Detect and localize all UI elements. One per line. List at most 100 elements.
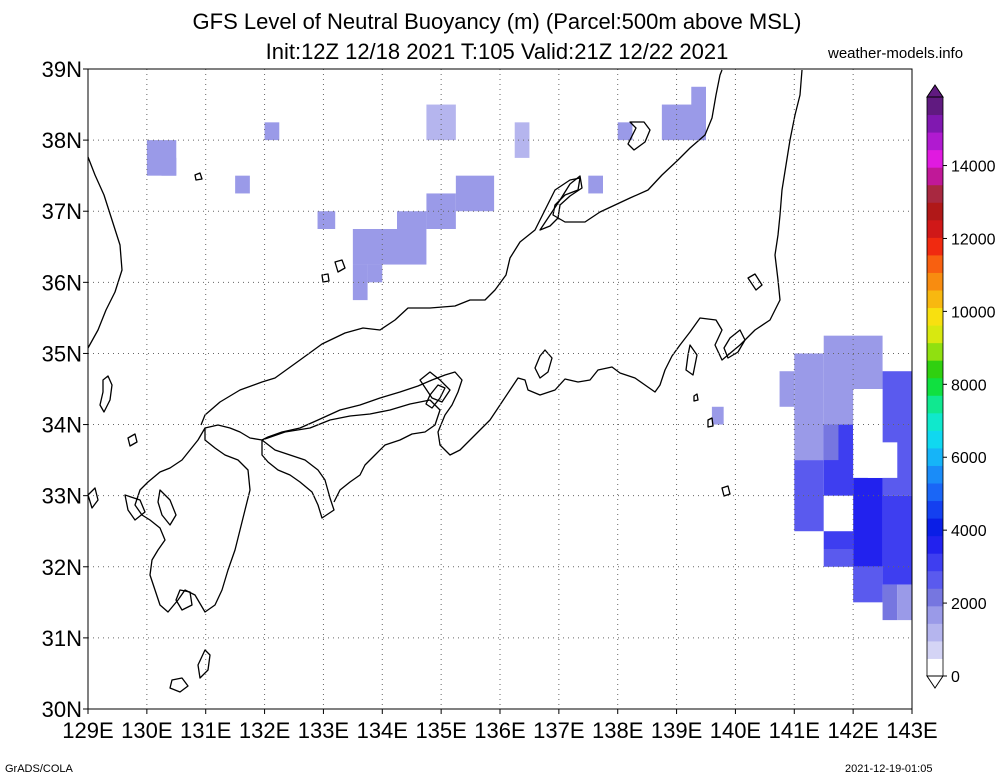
field-cell [352,264,368,301]
field-cell [794,353,824,461]
coast-boso [723,329,746,359]
lat-label: 32N [42,555,82,580]
site-label: weather-models.info [828,45,964,62]
colorbar-swatch [927,114,943,133]
colorbar-swatch [927,518,943,537]
lon-label: 136E [474,718,525,743]
field-cell [823,549,854,567]
field-cell [853,566,883,603]
field-cell [823,495,854,532]
colorbar: 0 2000 4000 6000 8000 10000 12000 14000 [926,84,996,689]
axis-labels: 129E 130E 131E 132E 133E 134E 135E 136E 137E 138E… [42,57,938,743]
colorbar-swatch [927,307,943,326]
lat-label: 38N [42,128,82,153]
coast-tsushima [99,375,113,413]
lon-label: 131E [180,718,231,743]
coast-izu1 [693,393,699,402]
colorbar-swatch [927,132,943,151]
lon-label: 141E [769,718,820,743]
colorbar-swatch [927,570,943,589]
colorbar-swatch [927,395,943,414]
field-cell [867,442,898,478]
timestamp-label: 2021-12-19-01:05 [845,763,933,775]
lon-label: 135E [415,718,466,743]
lat-label: 35N [42,341,82,366]
lon-label: 129E [62,718,113,743]
coast-honshu-east [204,69,803,456]
lat-label: 30N [42,697,82,722]
colorbar-swatch [927,97,943,116]
field-cell [853,477,883,567]
colorbar-swatch [927,500,943,519]
colorbar-swatch [927,483,943,502]
coast-amakusa [124,494,146,521]
coast-sado-small [747,273,763,291]
lon-label: 143E [886,718,937,743]
colorbar-swatch [927,588,943,607]
colorbar-top-arrow [926,84,944,98]
colorbar-swatch [927,605,943,624]
coast-ulleung [194,172,203,181]
colorbar-label: 14000 [951,159,996,176]
lat-label: 39N [42,57,82,82]
colorbar-label: 2000 [951,596,987,613]
lat-label: 37N [42,199,82,224]
colorbar-swatch [927,167,943,186]
field-cell [264,122,280,141]
colorbar-label: 4000 [951,523,987,540]
colorbar-bottom-arrow [926,675,944,689]
coast-korea [87,156,123,349]
colorbar-swatch [927,360,943,379]
field-cell [397,211,427,265]
map-title: GFS Level of Neutral Buoyancy (m) (Parce… [192,9,802,34]
coast-kii [419,371,451,403]
colorbar-swatch [927,623,943,642]
lon-label: 137E [533,718,584,743]
graticule [88,69,912,709]
field-cell [367,264,383,283]
lon-label: 130E [121,718,172,743]
lon-label: 132E [239,718,290,743]
field-cell [588,175,603,194]
colorbar-swatch [927,237,943,256]
colorbar-frame [926,96,944,677]
lon-label: 142E [827,718,878,743]
field-cell [352,229,397,265]
lon-label: 140E [710,718,761,743]
coast-amami [169,677,189,693]
colorbar-swatch [927,184,943,203]
colorbar-swatch [927,658,943,677]
field-cell [691,86,706,141]
coast-hachijo [721,485,731,497]
colorbar-label: 10000 [951,304,996,321]
coast-honshu-north [200,69,723,426]
coast-yakushima [175,589,193,611]
field-cell [235,175,250,194]
lat-label: 34N [42,413,82,438]
colorbar-label: 12000 [951,231,996,248]
colorbar-swatch [927,149,943,168]
colorbar-swatch [927,272,943,291]
map-subtitle: Init:12Z 12/18 2021 T:105 Valid:21Z 12/2… [265,39,729,64]
field-cell [779,371,795,407]
colorbar-swatch [927,290,943,309]
lat-label: 31N [42,626,82,651]
buoyancy-field [146,86,912,621]
colorbar-swatch [927,430,943,449]
lon-label: 133E [298,718,349,743]
colorbar-swatch [927,377,943,396]
field-cell [882,584,898,621]
field-cell [317,211,336,229]
field-cell [426,193,456,229]
field-cell [711,406,724,425]
coast-oki2 [321,273,330,283]
field-cell [882,495,912,585]
coast-chita [534,349,553,379]
colorbar-swatch [927,254,943,273]
coast-noto [539,175,583,231]
colorbar-swatch [927,553,943,572]
field-cell [161,157,177,176]
colorbar-swatch [927,535,943,554]
colorbar-swatch [927,465,943,484]
